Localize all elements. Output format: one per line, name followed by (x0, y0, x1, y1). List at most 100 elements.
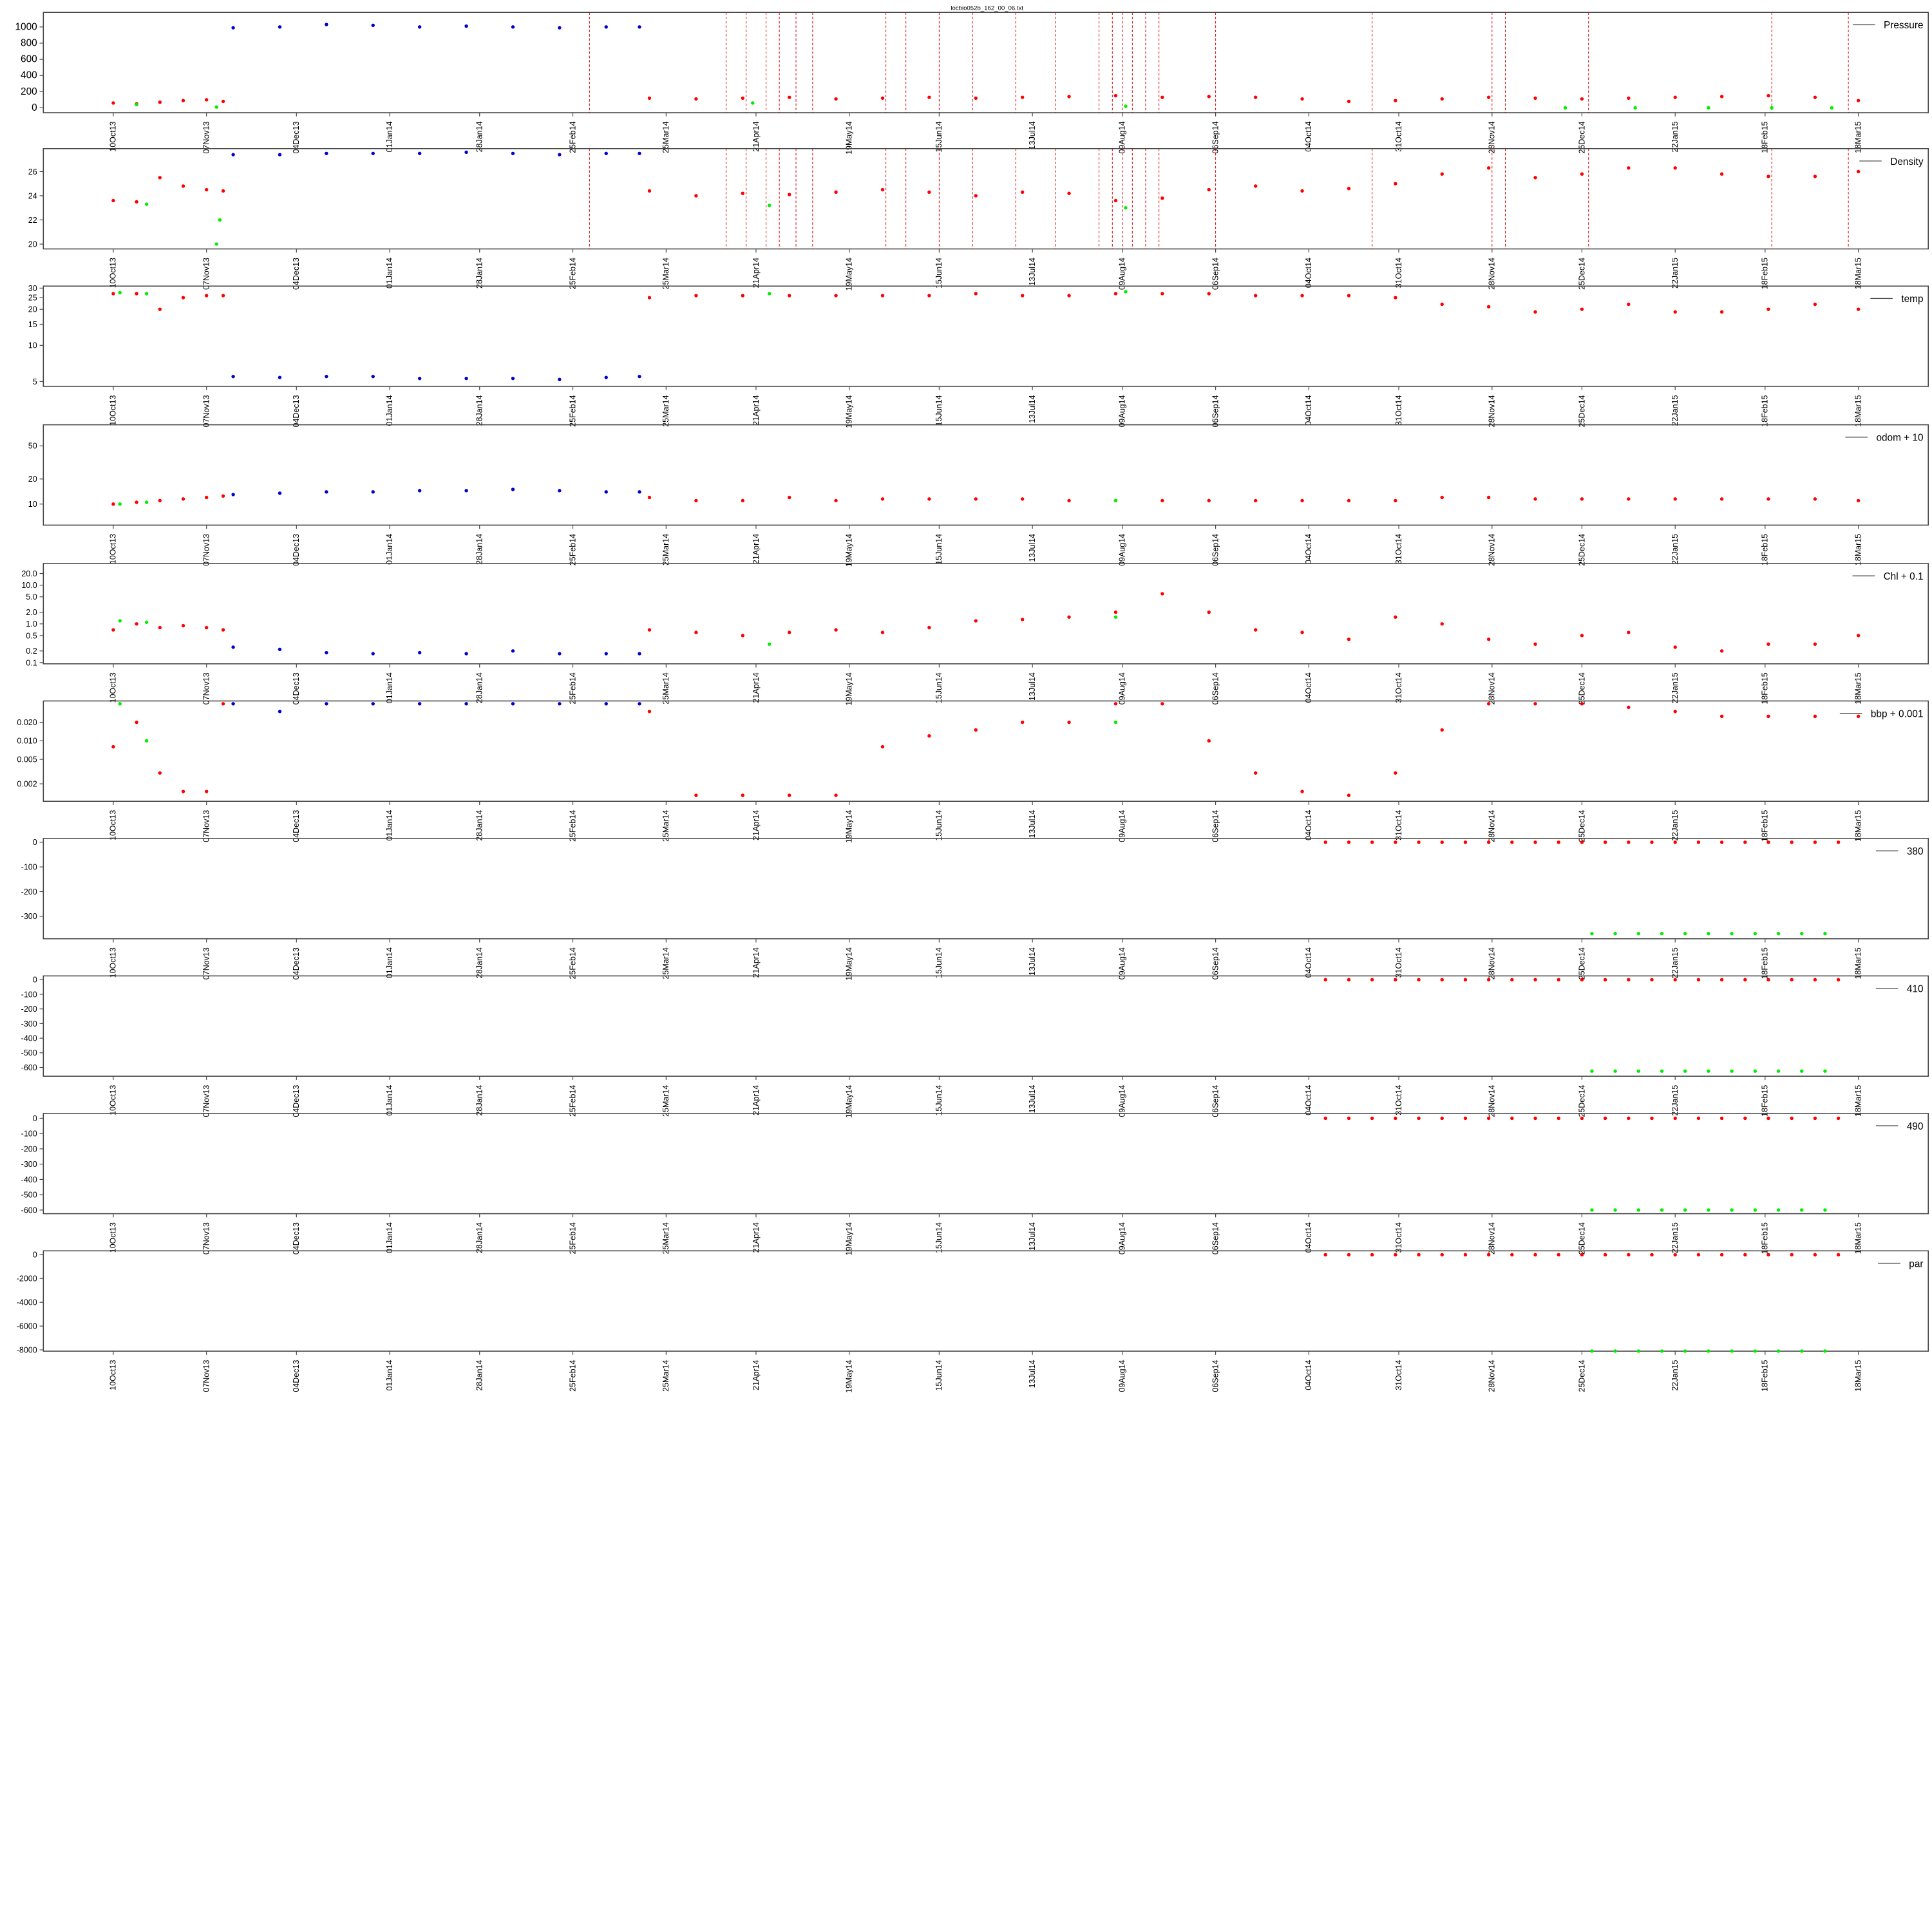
data-point (927, 294, 931, 298)
x-tick-label: 31Oct14 (1394, 947, 1403, 978)
x-tick-label: 22Jan15 (1671, 121, 1680, 152)
data-point (1394, 182, 1397, 185)
x-tick-label: 28Jan14 (475, 258, 484, 289)
data-point (1800, 1208, 1804, 1212)
x-tick-label: 31Oct14 (1394, 258, 1403, 288)
x-tick-label: 19May14 (845, 947, 854, 980)
data-point (231, 374, 235, 379)
x-tick-label: 09Aug14 (1118, 121, 1127, 153)
data-point (1113, 610, 1118, 614)
x-tick-label: 21Apr14 (752, 395, 761, 425)
x-tick-label: 28Jan14 (475, 947, 484, 978)
data-point (1766, 497, 1770, 501)
data-point (417, 25, 422, 29)
data-point (181, 497, 185, 501)
data-point (1533, 96, 1537, 100)
x-tick-label: 31Oct14 (1394, 672, 1403, 703)
data-point (1347, 1116, 1351, 1121)
data-point (604, 702, 608, 706)
data-point (1627, 705, 1631, 710)
data-point (1323, 840, 1327, 844)
data-point (1347, 978, 1351, 981)
data-point (231, 645, 235, 649)
data-point (974, 96, 978, 100)
data-point (767, 292, 772, 296)
x-tick-label: 13Jul14 (1028, 121, 1037, 149)
data-point (205, 187, 209, 192)
data-point (1563, 106, 1567, 110)
data-point (118, 502, 122, 506)
data-point (1557, 840, 1560, 844)
data-point (1856, 99, 1861, 102)
data-point (974, 619, 978, 623)
y-tick-label: 30 (28, 284, 37, 293)
x-tick-label: 01Jan14 (385, 810, 394, 841)
data-point (158, 176, 162, 180)
data-point (1440, 1253, 1444, 1256)
x-tick-label: 13Jul14 (1028, 672, 1037, 701)
data-point (371, 652, 375, 656)
data-point (974, 194, 978, 198)
data-point (231, 26, 235, 30)
x-tick-label: 28Jan14 (475, 672, 484, 703)
plot-frame (43, 700, 1929, 802)
x-tick-label: 28Nov14 (1488, 258, 1497, 290)
y-tick-label: 0.002 (17, 780, 37, 789)
data-point (221, 494, 225, 498)
x-tick-label: 19May14 (845, 1360, 854, 1393)
x-tick-label: 25Feb14 (568, 121, 577, 153)
data-point (1160, 95, 1164, 99)
data-point (181, 623, 185, 628)
y-tick-label: -400 (21, 1175, 37, 1184)
data-point (205, 625, 209, 630)
data-point (974, 728, 978, 732)
data-point (417, 650, 422, 655)
data-point (1160, 702, 1164, 706)
x-tick-label: 01Jan14 (385, 534, 394, 565)
data-point (1719, 714, 1724, 718)
data-point (1113, 498, 1118, 503)
data-point (1673, 310, 1677, 314)
data-point (1580, 497, 1584, 501)
x-tick-label: 25Mar14 (661, 395, 670, 426)
data-point (1533, 978, 1537, 981)
y-tick-label: 1000 (15, 21, 37, 32)
x-tick-label: 28Nov14 (1488, 947, 1497, 980)
x-tick-label: 04Dec13 (292, 534, 301, 566)
data-point (1766, 840, 1770, 844)
data-point (1743, 1116, 1747, 1121)
x-tick-label: 04Dec13 (292, 1360, 301, 1392)
data-point (1683, 1349, 1687, 1353)
data-point (741, 498, 744, 503)
x-tick-label: 25Dec14 (1577, 1360, 1586, 1392)
data-point (1113, 702, 1118, 706)
x-tick-label: 18Mar15 (1853, 1085, 1862, 1117)
data-point (144, 500, 149, 504)
data-point (974, 497, 978, 501)
x-tick-label: 21Apr14 (752, 121, 761, 151)
data-point (371, 374, 375, 379)
data-point (1510, 1253, 1514, 1256)
data-point (1370, 978, 1374, 981)
data-point (638, 490, 641, 494)
data-point (214, 105, 218, 109)
x-tick-label: 04Dec13 (292, 258, 301, 290)
x-tick-label: 28Jan14 (475, 395, 484, 426)
y-tick-label: -500 (21, 1048, 37, 1057)
x-tick-label: 25Dec14 (1577, 947, 1586, 980)
data-point (1463, 1253, 1468, 1256)
x-tick-label: 01Jan14 (385, 672, 394, 703)
x-tick-label: 18Feb15 (1761, 395, 1770, 426)
data-point (1660, 1349, 1664, 1353)
x-tick-label: 28Jan14 (475, 1222, 484, 1253)
data-point (1580, 1253, 1584, 1256)
x-tick-label: 19May14 (845, 1222, 854, 1255)
x-tick-label: 13Jul14 (1028, 947, 1037, 976)
data-point (1603, 978, 1607, 981)
data-point (1020, 95, 1025, 99)
legend-label: 380 (1907, 846, 1924, 857)
data-point (880, 187, 885, 192)
data-point (218, 218, 222, 222)
x-tick-label: 21Apr14 (752, 947, 761, 978)
